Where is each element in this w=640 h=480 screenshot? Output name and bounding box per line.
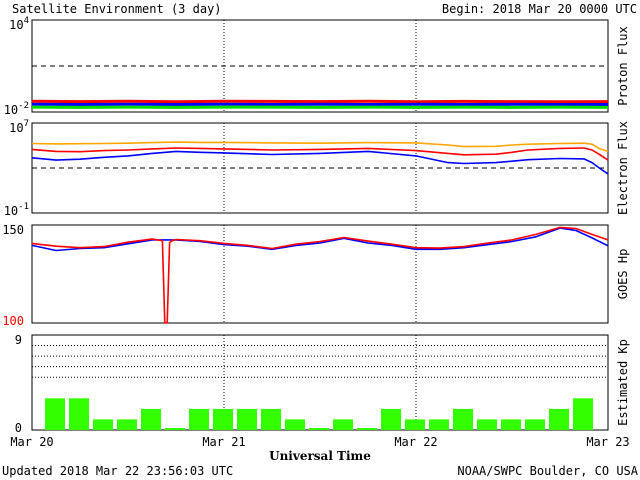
kp-bar (309, 428, 329, 430)
kp-bar (237, 408, 257, 430)
y-axis-label: Estimated Kp (616, 339, 630, 426)
y-tick-label: 10-2 (4, 101, 29, 117)
kp-bar (573, 398, 593, 430)
chart-title: Satellite Environment (3 day) (12, 2, 222, 16)
kp-bar (45, 398, 65, 430)
begin-time: Begin: 2018 Mar 20 0000 UTC (442, 2, 637, 16)
y-axis-label: Proton Flux (616, 26, 630, 105)
kp-bar (477, 419, 497, 430)
x-tick-label: Mar 20 (10, 435, 53, 449)
kp-bar (165, 428, 185, 430)
panel-4: 9 0 Estimated Kp (15, 333, 630, 435)
y-axis-label: Electron Flux (616, 121, 630, 215)
series-red-line (31, 226, 609, 324)
y-tick-label: 9 (15, 333, 22, 347)
x-axis-label: Universal Time (269, 449, 371, 463)
kp-bar (93, 419, 113, 430)
kp-bar (141, 408, 161, 430)
x-tick-label: Mar 23 (586, 435, 629, 449)
kp-bar (261, 408, 281, 430)
panel-frame (31, 224, 609, 324)
kp-bar (213, 408, 233, 430)
panel-2: 107 10-1 Electron Flux (4, 119, 630, 218)
kp-bar (117, 419, 137, 430)
kp-bar (381, 408, 401, 430)
kp-bar (357, 428, 377, 430)
panel-3: 150 -100 GOES Hp (0, 223, 630, 328)
series-red-line (31, 147, 609, 161)
panel-frame (31, 334, 609, 431)
series-blue-line (31, 227, 609, 252)
y-tick-label: -100 (0, 314, 24, 328)
panel-1: 104 10-2 Proton Flux (4, 16, 630, 117)
series-blue-line (31, 150, 609, 175)
y-tick-label: 107 (9, 119, 29, 135)
kp-bar (549, 408, 569, 430)
kp-bar (429, 419, 449, 430)
x-tick-label: Mar 21 (202, 435, 245, 449)
y-axis-label: GOES Hp (616, 249, 630, 300)
kp-bar (405, 419, 425, 430)
x-axis: Mar 20 Mar 21 Mar 22 Mar 23 (10, 435, 629, 449)
y-tick-label: 10-1 (4, 202, 29, 218)
series-orange-line (31, 141, 609, 153)
x-tick-label: Mar 22 (394, 435, 437, 449)
y-tick-label: 0 (15, 421, 22, 435)
y-tick-label: 104 (9, 16, 29, 32)
kp-bar (525, 419, 545, 430)
credit: NOAA/SWPC Boulder, CO USA (457, 464, 638, 478)
updated-time: Updated 2018 Mar 22 23:56:03 UTC (2, 464, 233, 478)
kp-bar (453, 408, 473, 430)
y-tick-label: 150 (2, 223, 24, 237)
kp-bar (189, 408, 209, 430)
kp-bar (501, 419, 521, 430)
kp-bar (69, 398, 89, 430)
panels: 104 10-2 Proton Flux 107 10-1 Electron Flux 15… (0, 16, 630, 435)
kp-bar (333, 419, 353, 430)
kp-bar (285, 419, 305, 430)
